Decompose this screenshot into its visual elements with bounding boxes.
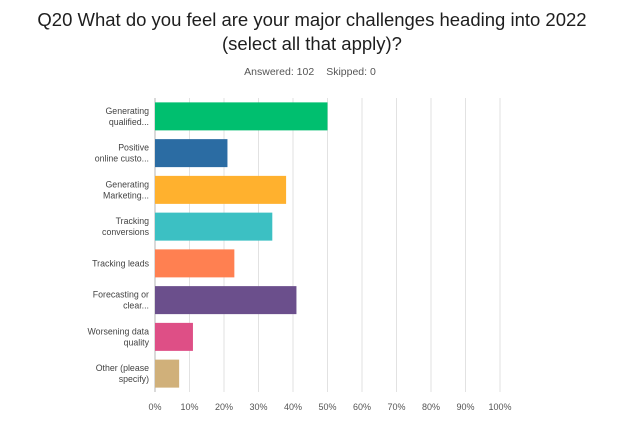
category-label: clear...	[123, 301, 149, 311]
x-tick-label: 50%	[318, 402, 336, 412]
category-label: online custo...	[95, 154, 149, 164]
x-tick-label: 70%	[387, 402, 405, 412]
bar	[155, 212, 273, 241]
category-label: Positive	[118, 143, 149, 153]
x-tick-label: 80%	[422, 402, 440, 412]
category-label: Worsening data	[88, 326, 150, 336]
category-label: Generating	[105, 179, 149, 189]
x-tick-label: 100%	[488, 402, 511, 412]
response-summary: Answered: 102 Skipped: 0	[0, 66, 620, 78]
chart-title: Q20 What do you feel are your major chal…	[37, 9, 587, 54]
x-tick-label: 30%	[249, 402, 267, 412]
category-label: specify)	[119, 374, 149, 384]
category-label: conversions	[102, 227, 150, 237]
skipped-count: Skipped: 0	[326, 66, 376, 78]
grid-lines	[154, 98, 501, 392]
x-tick-label: 90%	[456, 402, 474, 412]
x-tick-label: 60%	[353, 402, 371, 412]
x-tick-label: 20%	[215, 402, 233, 412]
answered-count: Answered: 102	[244, 66, 315, 78]
bar	[155, 175, 287, 204]
x-tick-label: 0%	[148, 402, 161, 412]
bars	[155, 102, 328, 388]
category-label: Tracking leads	[92, 258, 149, 268]
bar	[155, 139, 228, 168]
category-label: Tracking	[116, 216, 150, 226]
bar	[155, 102, 328, 131]
bar	[155, 286, 297, 315]
bar	[155, 249, 235, 278]
category-label: Forecasting or	[93, 290, 149, 300]
category-label: Marketing...	[103, 190, 149, 200]
x-tick-labels: 0% 10% 20% 30% 40% 50% 60% 70% 80% 90% 100%	[148, 402, 511, 412]
x-tick-label: 10%	[180, 402, 198, 412]
bar	[155, 359, 180, 388]
x-tick-label: 40%	[284, 402, 302, 412]
category-label: quality	[124, 337, 150, 347]
category-label: qualified...	[109, 117, 149, 127]
category-label: Other (please	[96, 363, 149, 373]
category-label: Generating	[105, 106, 149, 116]
bar	[155, 322, 193, 351]
